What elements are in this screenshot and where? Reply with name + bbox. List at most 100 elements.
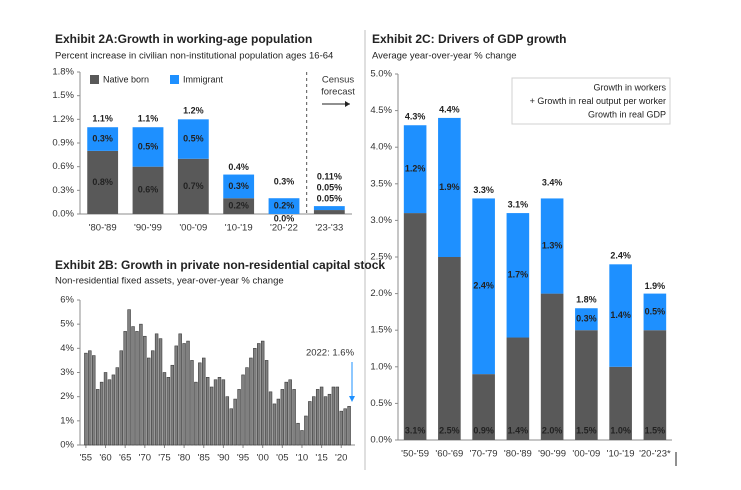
bar [319, 386, 324, 446]
bar-segment [132, 166, 164, 214]
legend-box [511, 77, 671, 125]
annotation: forecast [321, 87, 355, 98]
y-tick-label: 4.0% [370, 142, 392, 153]
x-tick-label: '20-'23* [639, 449, 671, 460]
bar-segment [506, 337, 530, 440]
value-label: 0.5% [645, 306, 666, 316]
value-label: 0.0% [274, 213, 295, 223]
bar [123, 331, 127, 446]
x-tick-label: '00 [256, 453, 268, 464]
x-tick-label: '75 [158, 453, 170, 464]
value-label: 0.3% [228, 181, 249, 191]
chart-subtitle: Percent increase in civilian non-institu… [55, 51, 333, 62]
x-tick-label: '10 [296, 453, 308, 464]
legend-label: Growth in workers [593, 82, 666, 92]
bar [194, 381, 198, 446]
bar [339, 410, 343, 446]
bar [127, 309, 131, 446]
bar-segment [540, 293, 564, 440]
value-label: 0.05% [317, 182, 343, 192]
bar-segment [313, 206, 345, 211]
x-tick-label: '90-'99 [538, 449, 566, 460]
bar-segment [472, 198, 495, 375]
bar [147, 357, 151, 446]
y-tick-label: 5.0% [370, 69, 392, 80]
x-tick-label: '20 [335, 453, 347, 464]
value-label: 1.0% [610, 425, 631, 435]
bar-segment [87, 127, 119, 151]
x-tick-label: '00-'09 [572, 449, 600, 460]
bar [292, 389, 296, 446]
annotation: Census [322, 75, 354, 86]
bar [139, 323, 143, 446]
bar [119, 350, 123, 446]
bar [88, 350, 92, 446]
chart-subtitle: Non-residential fixed assets, year-over-… [55, 276, 284, 287]
value-label: 1.3% [542, 240, 563, 250]
value-label: 2.4% [473, 281, 494, 291]
x-tick-label: '60 [99, 453, 111, 464]
bar [284, 381, 288, 446]
bar [260, 340, 265, 446]
bar [158, 338, 163, 446]
bar [162, 372, 167, 446]
bar-segment [643, 293, 667, 331]
value-label: 1.4% [610, 310, 631, 320]
bar-segment [177, 119, 209, 159]
bar-segment [313, 210, 345, 214]
legend-label: Growth in real GDP [588, 109, 666, 119]
bar-segment [268, 198, 300, 214]
y-tick-label: 0.0% [52, 209, 74, 220]
y-tick-label: 1.2% [52, 114, 74, 125]
bar [245, 367, 249, 446]
value-label: 1.5% [645, 425, 666, 435]
bar [257, 343, 261, 446]
chart-subtitle: Average year-over-year % change [372, 51, 517, 62]
y-tick-label: 0.6% [52, 161, 74, 172]
value-label: 0.5% [183, 133, 204, 143]
y-tick-label: 4% [60, 343, 74, 354]
annotation-arrowhead [345, 101, 350, 107]
bar-segment [506, 213, 530, 338]
bar-segment [223, 198, 255, 214]
bar [304, 415, 308, 446]
bar [221, 379, 226, 446]
bar [84, 352, 88, 446]
y-tick-label: 0% [60, 440, 74, 451]
bar [198, 362, 202, 446]
total-label: 1.1% [138, 114, 159, 124]
x-tick-label: '80-'89 [504, 449, 532, 460]
bar [92, 355, 96, 446]
bar-segment [472, 374, 495, 440]
bar-segment [87, 150, 119, 214]
x-tick-label: '20-'22 [270, 223, 298, 234]
chart-title: Exhibit 2B: Growth in private non-reside… [55, 258, 385, 272]
bar [174, 345, 178, 446]
legend-label: Native born [103, 74, 149, 84]
x-tick-label: '50-'59 [401, 449, 429, 460]
x-tick-label: '65 [119, 453, 131, 464]
value-label: 0.5% [138, 141, 159, 151]
x-tick-label: '10-'19 [225, 223, 253, 234]
x-tick-label: '23-'33 [315, 223, 343, 234]
y-tick-label: 5% [60, 319, 74, 330]
bar [205, 377, 210, 446]
bar [276, 398, 281, 446]
x-tick-label: '90 [217, 453, 229, 464]
bar [182, 343, 186, 446]
value-label: 2.0% [542, 425, 563, 435]
y-tick-label: 0.0% [370, 435, 392, 446]
value-label: 0.2% [228, 200, 249, 210]
bar [170, 364, 175, 446]
x-tick-label: '55 [80, 453, 92, 464]
value-label: 0.7% [183, 181, 204, 191]
bar [343, 408, 347, 446]
legend-label: Immigrant [183, 74, 224, 84]
bar [103, 372, 108, 446]
annotation: 2022: 1.6% [306, 348, 355, 359]
x-tick-label: '90-'99 [134, 223, 162, 234]
bar [327, 393, 332, 446]
value-label: 0.3% [92, 133, 113, 143]
bar [225, 396, 230, 446]
